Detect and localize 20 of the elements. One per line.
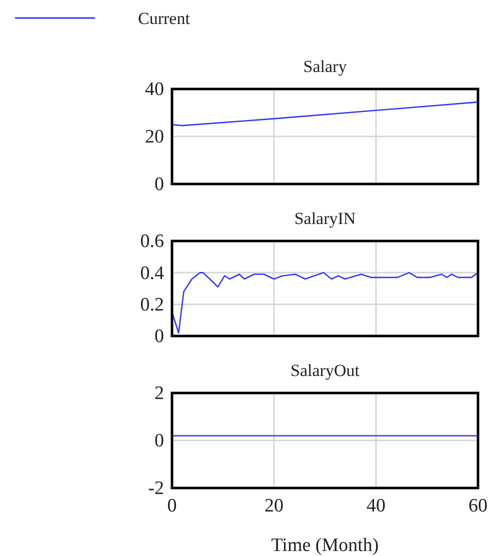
- y-tick-label: 0: [154, 430, 164, 452]
- x-tick-label: 20: [264, 495, 284, 516]
- x-axis-title: Time (Month): [271, 535, 379, 556]
- x-tick-label: 60: [468, 495, 488, 516]
- y-tick-label: 0.6: [140, 231, 164, 252]
- y-tick-label: 0: [154, 326, 164, 348]
- text: Current: [138, 9, 190, 28]
- y-tick-label: 2: [154, 383, 164, 404]
- x-tick-label: 40: [366, 495, 386, 516]
- y-tick-label: 0: [154, 174, 164, 196]
- line-series: [171, 272, 479, 334]
- line-series: [171, 101, 479, 126]
- chart-title: Salary: [303, 57, 348, 76]
- y-tick-label: 0.4: [140, 262, 164, 284]
- y-tick-label: 20: [145, 126, 164, 148]
- y-tick-label: 0.2: [140, 294, 164, 316]
- chart-title: SalaryIN: [294, 209, 356, 228]
- y-tick-label: 40: [145, 79, 164, 100]
- y-tick-label: -2: [148, 478, 164, 500]
- chart-title: SalaryOut: [290, 361, 360, 380]
